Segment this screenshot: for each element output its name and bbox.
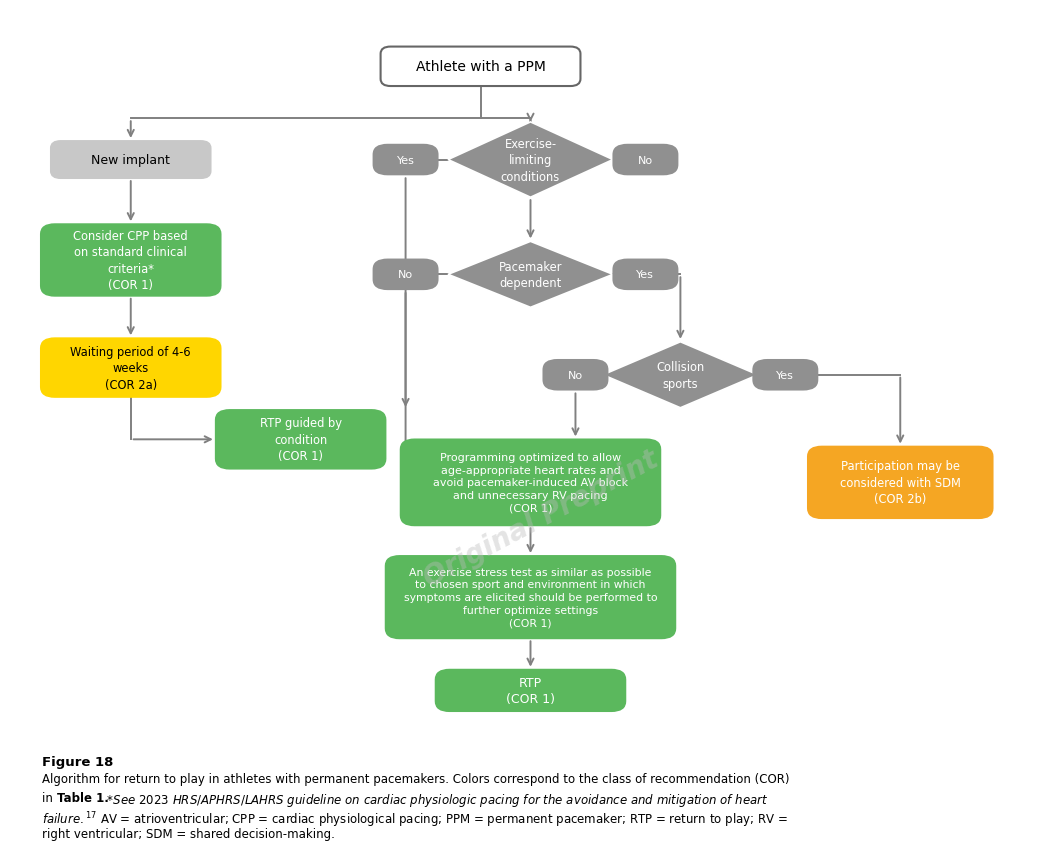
Text: Participation may be
considered with SDM
(COR 2b): Participation may be considered with SDM… [840, 460, 961, 506]
Text: Exercise-
limiting
conditions: Exercise- limiting conditions [501, 137, 560, 183]
Text: Consider CPP based
on standard clinical
criteria*
(COR 1): Consider CPP based on standard clinical … [74, 229, 188, 292]
Text: Original Preprint: Original Preprint [418, 445, 663, 592]
Text: Collision
sports: Collision sports [656, 361, 705, 390]
FancyBboxPatch shape [612, 145, 679, 176]
FancyBboxPatch shape [435, 670, 626, 711]
FancyBboxPatch shape [385, 556, 676, 639]
FancyBboxPatch shape [612, 259, 679, 291]
FancyBboxPatch shape [51, 142, 210, 179]
Text: RTP
(COR 1): RTP (COR 1) [506, 676, 555, 705]
FancyBboxPatch shape [215, 410, 385, 469]
Text: Yes: Yes [397, 155, 414, 165]
Text: $\it{failure.}$$^{17}$ AV = atrioventricular; CPP = cardiac physiological pacing: $\it{failure.}$$^{17}$ AV = atrioventric… [42, 809, 787, 829]
FancyBboxPatch shape [753, 360, 818, 391]
Text: Pacemaker
dependent: Pacemaker dependent [499, 260, 562, 290]
FancyBboxPatch shape [381, 48, 581, 87]
Text: RTP guided by
condition
(COR 1): RTP guided by condition (COR 1) [259, 417, 341, 463]
Text: Algorithm for return to play in athletes with permanent pacemakers. Colors corre: Algorithm for return to play in athletes… [42, 772, 789, 785]
Text: Yes: Yes [777, 370, 794, 380]
Text: in: in [42, 791, 56, 804]
Text: *$\it{See\ 2023\ HRS/APHRS/LAHRS\ guideline\ on\ cardiac\ physiologic\ pacing\ f: *$\it{See\ 2023\ HRS/APHRS/LAHRS\ guidel… [103, 791, 768, 808]
FancyBboxPatch shape [373, 145, 438, 176]
Text: New implant: New implant [92, 154, 170, 167]
Polygon shape [448, 123, 613, 198]
Text: No: No [568, 370, 583, 380]
Text: right ventricular; SDM = shared decision-making.: right ventricular; SDM = shared decision… [42, 827, 334, 840]
FancyBboxPatch shape [542, 360, 608, 391]
Polygon shape [448, 242, 613, 308]
Text: Programming optimized to allow
age-appropriate heart rates and
avoid pacemaker-i: Programming optimized to allow age-appro… [433, 452, 628, 514]
FancyBboxPatch shape [373, 259, 438, 291]
Polygon shape [603, 342, 758, 409]
FancyBboxPatch shape [41, 339, 221, 397]
FancyBboxPatch shape [808, 447, 993, 519]
Text: An exercise stress test as similar as possible
to chosen sport and environment i: An exercise stress test as similar as po… [404, 567, 657, 628]
Text: Waiting period of 4-6
weeks
(COR 2a): Waiting period of 4-6 weeks (COR 2a) [71, 345, 192, 392]
Text: No: No [638, 155, 653, 165]
FancyBboxPatch shape [41, 225, 221, 297]
Text: Table 1.: Table 1. [57, 791, 109, 804]
FancyBboxPatch shape [401, 440, 660, 525]
Text: Athlete with a PPM: Athlete with a PPM [415, 61, 545, 74]
Text: Figure 18: Figure 18 [42, 755, 113, 768]
Text: Yes: Yes [636, 270, 655, 280]
Text: No: No [398, 270, 413, 280]
